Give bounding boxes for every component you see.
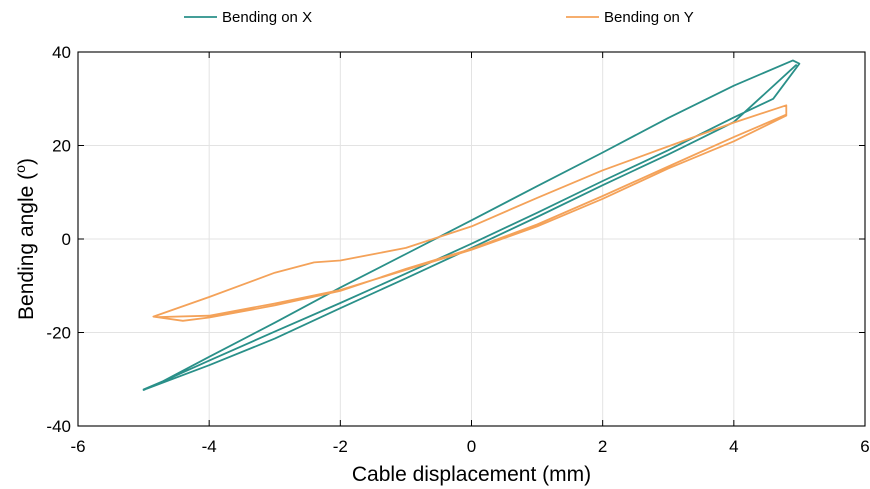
x-tick-label: 2 <box>598 437 607 456</box>
y-tick-label: -20 <box>46 324 71 343</box>
x-tick-label: -4 <box>202 437 217 456</box>
x-tick-label: -2 <box>333 437 348 456</box>
y-tick-label: 20 <box>52 137 71 156</box>
y-axis-title: Bending angle (o) <box>12 158 38 320</box>
y-axis-title-main: Bending angle ( <box>15 173 38 320</box>
legend-label-bending-y: Bending on Y <box>604 9 694 26</box>
gridlines <box>78 52 865 426</box>
series-line-bending-x <box>142 59 801 391</box>
y-tick-label: 0 <box>62 230 71 249</box>
series-line-bending-y <box>152 104 788 322</box>
x-tick-labels: -6 -4 -2 0 2 4 6 <box>70 437 869 456</box>
x-tick-label: 0 <box>467 437 476 456</box>
axis-ticks <box>77 51 866 427</box>
y-axis-title-end: ) <box>15 158 38 165</box>
y-tick-label: -40 <box>46 417 71 436</box>
x-axis-title: Cable displacement (mm) <box>352 463 591 486</box>
x-tick-label: 4 <box>729 437 738 456</box>
y-tick-labels: -40 -20 0 20 40 <box>46 43 71 436</box>
x-tick-label: -6 <box>70 437 85 456</box>
legend-label-bending-x: Bending on X <box>222 9 312 26</box>
series-layer <box>142 59 801 391</box>
x-tick-label: 6 <box>860 437 869 456</box>
legend: Bending on X Bending on Y <box>184 9 694 26</box>
y-tick-label: 40 <box>52 43 71 62</box>
y-axis-title-superscript: o <box>12 165 28 173</box>
